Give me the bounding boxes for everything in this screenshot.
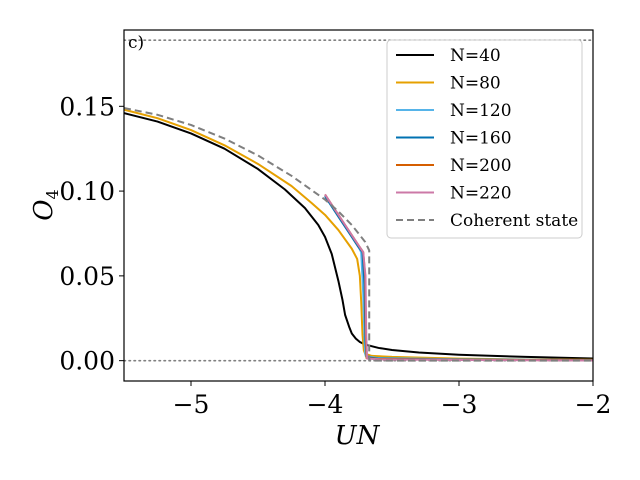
legend: N=40 N=80 N=120 N=160 N=200 N=220 Coherent sta… xyxy=(386,39,583,239)
legend-label: N=40 xyxy=(450,46,501,66)
plot-frame xyxy=(123,29,594,382)
y-tick-label: 0.05 xyxy=(59,262,115,291)
legend-label: N=200 xyxy=(450,156,512,176)
legend-box xyxy=(386,39,583,239)
series-line-n-40 xyxy=(124,112,593,360)
x-axis-title: UN xyxy=(335,421,381,451)
y-tick-label: 0.15 xyxy=(59,92,115,121)
panel-label: c) xyxy=(128,33,144,53)
legend-label: N=80 xyxy=(450,74,501,94)
x-tick-label: −3 xyxy=(441,390,478,419)
svg-text:O4: O4 xyxy=(29,189,62,221)
legend-label: N=160 xyxy=(450,129,512,149)
x-tick-label: −5 xyxy=(173,390,210,419)
legend-label: N=220 xyxy=(450,184,512,204)
series-line-n-220 xyxy=(324,193,593,362)
series-line-coherent-state xyxy=(124,107,593,362)
x-tick-label: −2 xyxy=(575,390,612,419)
y-axis-title-sub: 4 xyxy=(43,189,62,199)
y-tick-label: 0.00 xyxy=(59,347,115,376)
legend-label: N=120 xyxy=(450,101,512,121)
legend-label: Coherent state xyxy=(450,211,578,231)
series-line-n-80 xyxy=(124,108,593,361)
y-axis-title: O4 xyxy=(29,189,62,221)
y-tick-label: 0.10 xyxy=(59,177,115,206)
x-tick-label: −4 xyxy=(307,390,344,419)
y-axis-title-main: O xyxy=(29,199,59,220)
